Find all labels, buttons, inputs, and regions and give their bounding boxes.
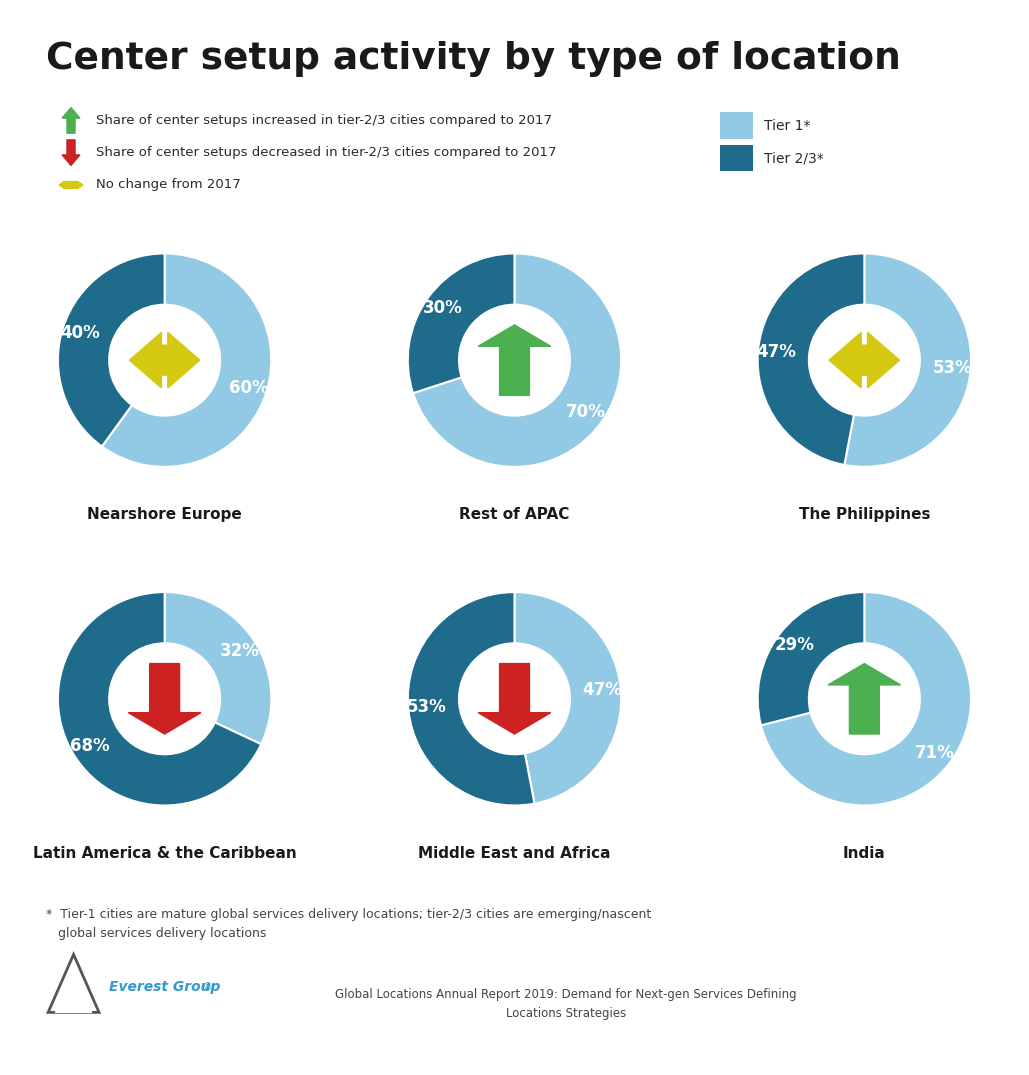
Text: Locations Strategies: Locations Strategies (506, 1007, 626, 1020)
Circle shape (459, 643, 570, 755)
Text: 53%: 53% (932, 359, 972, 377)
Text: 70%: 70% (566, 403, 606, 421)
Text: The Philippines: The Philippines (799, 507, 930, 522)
Wedge shape (58, 254, 165, 446)
Text: Share of center setups increased in tier-2/3 cities compared to 2017: Share of center setups increased in tier… (96, 114, 552, 127)
Polygon shape (130, 332, 200, 388)
Text: *  Tier-1 cities are mature global services delivery locations; tier-2/3 cities : * Tier-1 cities are mature global servic… (46, 908, 651, 921)
Text: global services delivery locations: global services delivery locations (46, 927, 267, 940)
Text: 71%: 71% (915, 744, 954, 762)
Wedge shape (757, 592, 864, 726)
Text: Rest of APAC: Rest of APAC (459, 507, 570, 522)
Wedge shape (58, 592, 261, 805)
Polygon shape (478, 663, 551, 734)
Wedge shape (413, 254, 622, 467)
Polygon shape (829, 332, 899, 388)
Wedge shape (165, 592, 272, 744)
Text: Tier 2/3*: Tier 2/3* (764, 151, 823, 166)
Text: Global Locations Annual Report 2019: Demand for Next-gen Services Defining: Global Locations Annual Report 2019: Dem… (335, 988, 796, 1001)
Polygon shape (60, 181, 82, 189)
Circle shape (809, 304, 920, 416)
Text: India: India (843, 846, 886, 861)
Text: Middle East and Africa: Middle East and Africa (418, 846, 611, 861)
Text: 60%: 60% (229, 378, 269, 397)
Text: 30%: 30% (423, 299, 463, 317)
Text: Everest Group: Everest Group (109, 979, 220, 994)
Wedge shape (845, 254, 971, 467)
Wedge shape (407, 254, 514, 393)
Wedge shape (761, 592, 971, 805)
Polygon shape (56, 969, 92, 1013)
Text: Share of center setups decreased in tier-2/3 cities compared to 2017: Share of center setups decreased in tier… (96, 146, 557, 159)
Wedge shape (514, 592, 622, 804)
Polygon shape (62, 108, 80, 133)
Text: 40%: 40% (61, 324, 100, 342)
Polygon shape (129, 663, 201, 734)
Polygon shape (62, 140, 80, 166)
Wedge shape (757, 254, 864, 465)
Circle shape (459, 304, 570, 416)
Wedge shape (407, 592, 534, 805)
Polygon shape (478, 325, 551, 396)
Text: 47%: 47% (756, 343, 796, 361)
Polygon shape (828, 663, 900, 734)
Text: Tier 1*: Tier 1* (764, 118, 810, 133)
Text: Latin America & the Caribbean: Latin America & the Caribbean (33, 846, 296, 861)
Circle shape (109, 304, 220, 416)
Text: ®: ® (203, 981, 212, 992)
Text: 47%: 47% (582, 682, 623, 700)
Circle shape (109, 643, 220, 755)
Text: 53%: 53% (406, 698, 447, 716)
Wedge shape (102, 254, 272, 467)
Text: Nearshore Europe: Nearshore Europe (87, 507, 242, 522)
Circle shape (809, 643, 920, 755)
Text: 29%: 29% (775, 635, 814, 654)
Text: 32%: 32% (219, 643, 259, 660)
Text: Center setup activity by type of location: Center setup activity by type of locatio… (46, 41, 901, 76)
Text: 68%: 68% (70, 737, 110, 756)
Text: No change from 2017: No change from 2017 (96, 178, 241, 191)
